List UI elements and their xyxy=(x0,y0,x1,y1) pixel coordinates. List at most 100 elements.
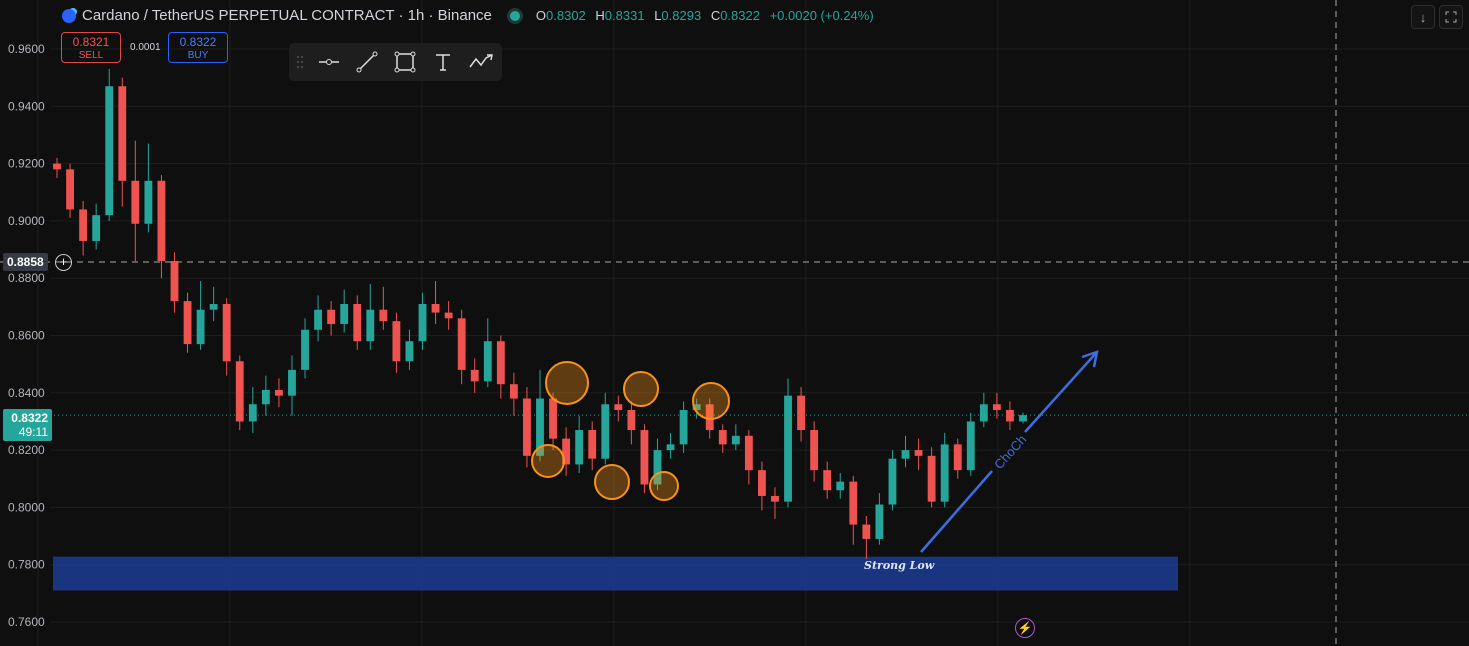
candle-body xyxy=(105,86,114,216)
spread: 0.0001 xyxy=(130,42,161,53)
candle xyxy=(392,312,401,373)
candle-body xyxy=(614,404,623,410)
candle-body xyxy=(536,398,544,456)
candle-body xyxy=(562,438,571,465)
candle xyxy=(744,430,753,485)
candle-body xyxy=(66,169,74,210)
candle-body xyxy=(1019,415,1027,422)
candle-body xyxy=(418,303,427,342)
fullscreen-icon[interactable] xyxy=(1439,5,1463,29)
candle-body xyxy=(953,444,962,471)
sell-button[interactable]: 0.8321 SELL xyxy=(61,32,121,63)
candle xyxy=(275,378,283,408)
candle xyxy=(509,372,518,416)
candle xyxy=(549,392,557,451)
candle xyxy=(92,203,101,250)
candle-body xyxy=(183,301,192,345)
strong-low-zone[interactable] xyxy=(53,556,1178,591)
text-icon[interactable] xyxy=(429,48,457,76)
candle xyxy=(927,447,936,508)
candle xyxy=(157,175,166,279)
candle xyxy=(966,412,975,476)
candle-body xyxy=(509,384,518,399)
lightning-icon[interactable]: ⚡ xyxy=(1015,618,1035,638)
candle xyxy=(901,435,910,468)
candle xyxy=(314,295,322,342)
candle xyxy=(144,143,153,233)
candle-body xyxy=(222,303,231,362)
candle-body xyxy=(379,309,388,322)
candle-body xyxy=(248,404,257,422)
candle xyxy=(1019,412,1027,424)
candle-body xyxy=(366,309,375,342)
candle xyxy=(105,69,114,221)
horizontal-line-icon[interactable] xyxy=(315,48,343,76)
circle-marker[interactable] xyxy=(623,371,659,407)
symbol-title[interactable]: Cardano / TetherUS PERPETUAL CONTRACT · … xyxy=(82,7,492,24)
candle-body xyxy=(405,341,414,362)
candle-body xyxy=(79,209,88,241)
candle xyxy=(679,401,688,453)
path-icon[interactable] xyxy=(467,48,495,76)
candle xyxy=(940,432,949,508)
candle-body xyxy=(744,435,753,471)
drag-handle-icon[interactable] xyxy=(295,48,305,76)
candle-body xyxy=(301,329,309,370)
candle xyxy=(862,515,871,559)
candle xyxy=(53,157,61,178)
candle-body xyxy=(679,409,688,445)
candle xyxy=(170,252,179,313)
candle-body xyxy=(666,444,675,451)
candle-body xyxy=(275,389,283,396)
circle-marker[interactable] xyxy=(594,464,630,500)
candle-body xyxy=(966,421,975,471)
candle xyxy=(1006,401,1014,431)
candle-body xyxy=(444,312,453,319)
candle xyxy=(366,283,375,350)
candle xyxy=(875,493,884,545)
circle-marker[interactable] xyxy=(531,444,565,478)
circle-marker[interactable] xyxy=(692,382,730,420)
candle xyxy=(992,392,1001,419)
candle-body xyxy=(470,369,479,382)
candle-body xyxy=(53,163,61,170)
candle-body xyxy=(836,481,845,491)
strong-low-label: Strong Low xyxy=(864,559,935,572)
candle-body xyxy=(118,86,127,181)
candle-body xyxy=(927,455,936,502)
candle xyxy=(261,375,270,416)
candle-body xyxy=(353,303,362,342)
candle xyxy=(483,318,492,388)
rectangle-icon[interactable] xyxy=(391,48,419,76)
trend-line-icon[interactable] xyxy=(353,48,381,76)
circle-marker[interactable] xyxy=(545,361,589,405)
candle xyxy=(666,432,675,459)
candle-body xyxy=(771,495,779,502)
candle-body xyxy=(575,430,584,465)
y-tick-label: 0.8000 xyxy=(8,500,45,514)
highlight-circles[interactable] xyxy=(531,361,730,501)
candle-body xyxy=(627,409,636,431)
market-status-icon xyxy=(509,10,520,21)
candle-body xyxy=(718,430,727,445)
candle xyxy=(523,387,531,468)
y-tick-label: 0.9000 xyxy=(8,214,45,228)
candle-body xyxy=(170,261,179,302)
candle-body xyxy=(705,404,714,431)
candle xyxy=(601,392,610,465)
circle-marker[interactable] xyxy=(649,471,679,501)
candle xyxy=(914,438,923,471)
candle-body xyxy=(157,180,166,262)
candle-body xyxy=(731,435,740,445)
buy-button[interactable]: 0.8322 BUY xyxy=(168,32,228,63)
candle-body xyxy=(992,404,1001,410)
candle xyxy=(405,329,414,370)
candle xyxy=(771,487,779,519)
y-tick-label: 0.9400 xyxy=(8,99,45,113)
candle-body xyxy=(209,303,218,310)
candle xyxy=(953,438,962,479)
add-plus-icon[interactable]: + xyxy=(55,254,72,271)
arrow-down-icon[interactable]: ↓ xyxy=(1411,5,1435,29)
candle xyxy=(457,309,466,385)
